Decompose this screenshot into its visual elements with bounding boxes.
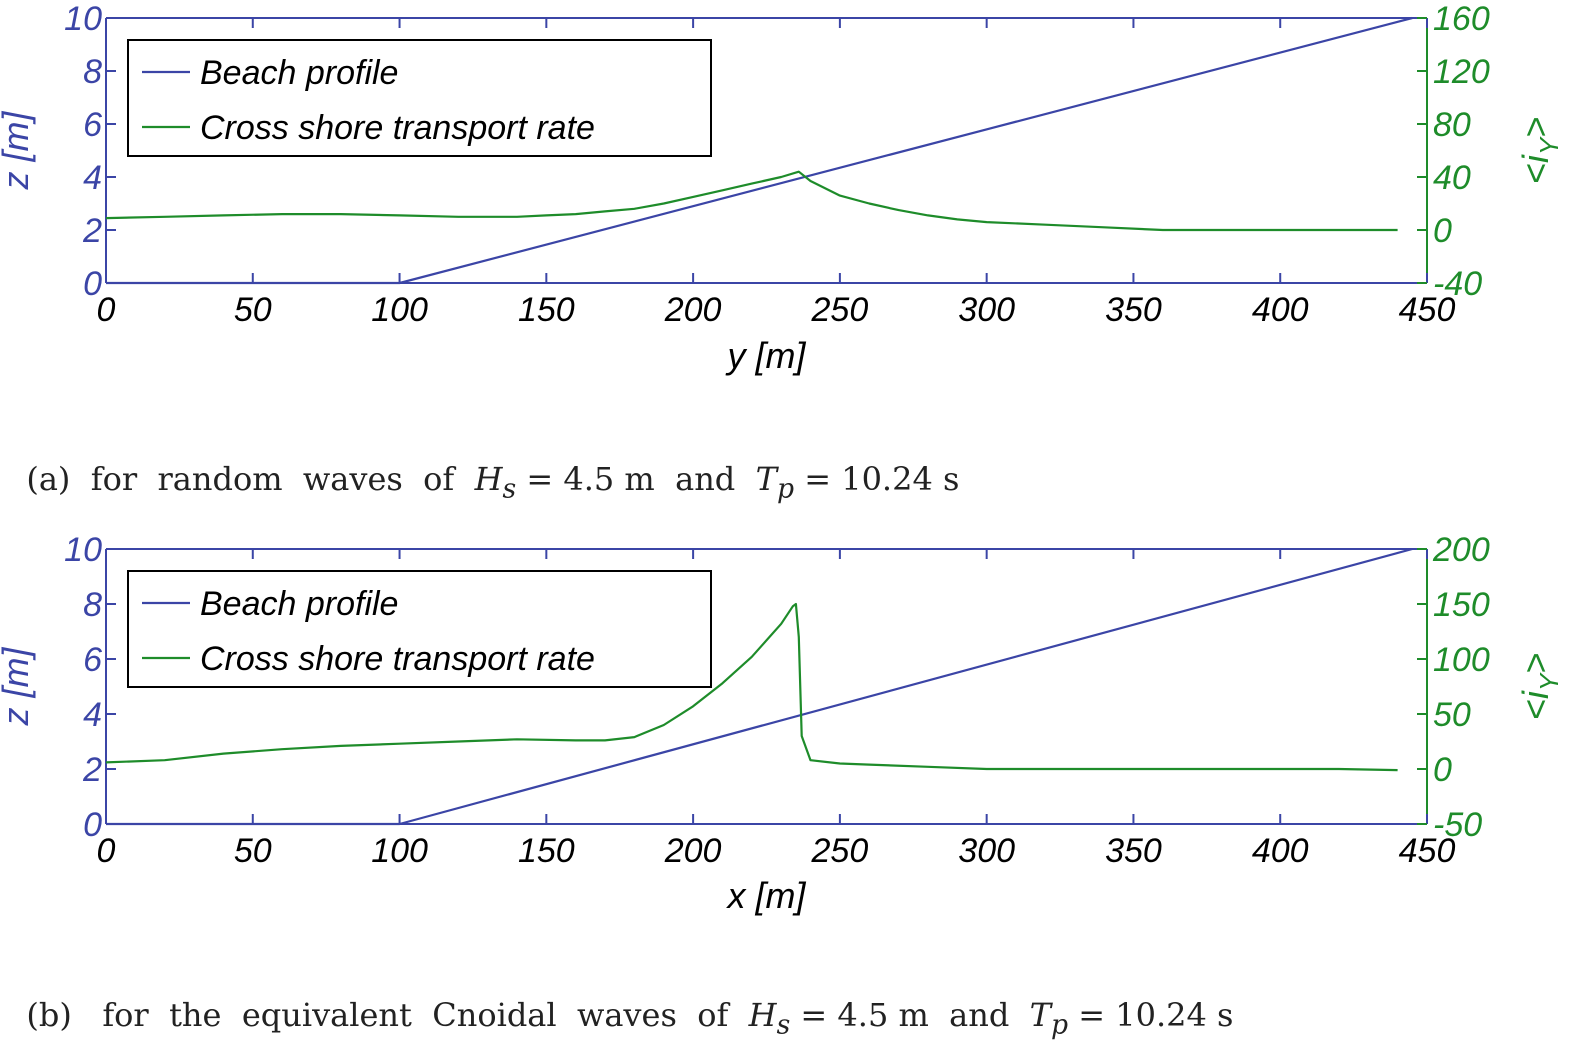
caption-b-tp: T xyxy=(1029,996,1052,1034)
y-right-tick-label: 0 xyxy=(1433,212,1452,250)
y-left-axis-label: z [m] xyxy=(0,647,36,727)
x-tick-label: 250 xyxy=(811,291,869,329)
caption-a: (a) for random waves of Hs = 4.5 m and T… xyxy=(6,422,959,504)
caption-b-hs-value: = 4.5 m xyxy=(790,996,929,1034)
y-left-tick-label: 0 xyxy=(83,806,102,844)
y-right-tick-label: 200 xyxy=(1432,531,1490,569)
caption-a-tp: T xyxy=(755,460,777,498)
x-tick-label: 350 xyxy=(1105,832,1162,870)
caption-b-prefix: (b) for the equivalent Cnoidal waves of xyxy=(26,996,749,1034)
x-tick-label: 300 xyxy=(958,832,1015,870)
x-tick-label: 100 xyxy=(371,291,428,329)
caption-a-hs-sub: s xyxy=(502,473,517,505)
y-right-tick-label: -50 xyxy=(1433,806,1482,844)
caption-a-hs-value: = 4.5 m xyxy=(516,460,655,498)
caption-b-hs: H xyxy=(748,996,777,1034)
x-tick-label: 50 xyxy=(234,832,272,870)
x-tick-label: 450 xyxy=(1399,832,1456,870)
y-right-tick-label: -40 xyxy=(1433,265,1482,303)
y-right-axis-label: <iY> xyxy=(1515,117,1564,184)
legend-label: Cross shore transport rate xyxy=(200,109,595,147)
x-tick-label: 400 xyxy=(1252,832,1309,870)
x-tick-label: 50 xyxy=(234,291,272,329)
caption-a-mid: and xyxy=(654,460,756,498)
y-right-axis-label: <iY> xyxy=(1515,653,1564,720)
y-left-tick-label: 0 xyxy=(83,265,102,303)
figure: 0 50 100 150 200 250 300 350 400 4500246810-40040… xyxy=(0,0,1564,916)
x-tick-label: 0 xyxy=(97,832,116,870)
y-left-tick-label: 2 xyxy=(82,751,102,789)
transport-rate-line xyxy=(105,170,1398,232)
chart-panel-a: 0 50 100 150 200 250 300 350 400 450 0 2 4 6 8 10 -40 0 40… xyxy=(0,0,1564,376)
x-axis-label: x [m] xyxy=(726,875,807,916)
legend-box xyxy=(127,39,712,157)
transport-rate-line xyxy=(105,602,1398,772)
caption-b-hs-sub: s xyxy=(776,1009,791,1040)
y-left-tick-label: 8 xyxy=(83,586,102,624)
x-tick-label: 350 xyxy=(1105,291,1162,329)
caption-a-prefix: (a) for random waves of xyxy=(26,460,475,498)
y-right-tick-label: 50 xyxy=(1433,696,1471,734)
y-left-tick-label: 10 xyxy=(64,0,102,38)
x-tick-label: 250 xyxy=(811,832,869,870)
x-tick-label: 100 xyxy=(371,832,428,870)
x-axis-label: y [m] xyxy=(725,335,807,376)
y-left-tick-label: 10 xyxy=(64,531,102,569)
legend-label: Beach profile xyxy=(200,585,398,623)
y-right-tick-label: 100 xyxy=(1433,641,1490,679)
caption-a-tp-sub: p xyxy=(776,473,795,505)
x-tick-label: 0 xyxy=(97,291,116,329)
x-tick-label: 150 xyxy=(518,832,575,870)
y-right-tick-label: 160 xyxy=(1433,0,1490,38)
y-right-tick-label: 150 xyxy=(1433,586,1490,624)
y-left-tick-label: 2 xyxy=(82,212,102,250)
caption-b-mid: and xyxy=(928,996,1030,1034)
caption-b: (b) for the equivalent Cnoidal waves of … xyxy=(6,958,1233,1040)
beach-profile-line xyxy=(106,547,1413,826)
y-left-axis-label: z [m] xyxy=(0,111,36,191)
y-right-tick-label: 120 xyxy=(1433,53,1490,91)
y-left-tick-label: 4 xyxy=(83,696,102,734)
legend-label: Beach profile xyxy=(200,54,398,92)
y-right-tick-label: 40 xyxy=(1433,159,1471,197)
caption-b-tp-value: = 10.24 s xyxy=(1068,996,1234,1034)
legend-box xyxy=(127,570,712,688)
y-right-tick-label: 80 xyxy=(1433,106,1471,144)
x-tick-label: 150 xyxy=(518,291,575,329)
y-right-tick-label: 0 xyxy=(1433,751,1452,789)
y-left-tick-label: 6 xyxy=(83,641,102,679)
x-tick-label: 400 xyxy=(1252,291,1309,329)
legend-label: Cross shore transport rate xyxy=(200,640,595,678)
x-tick-label: 450 xyxy=(1399,291,1456,329)
caption-a-tp-value: = 10.24 s xyxy=(794,460,960,498)
chart-panel-b: 0 50 100 150 200 250 300 350 400 450 0 2 4 6 8 10 -50 0 50… xyxy=(0,531,1564,916)
caption-a-hs: H xyxy=(474,460,503,498)
x-tick-label: 200 xyxy=(664,291,722,329)
x-tick-label: 300 xyxy=(958,291,1015,329)
y-left-tick-label: 6 xyxy=(83,106,102,144)
y-left-tick-label: 4 xyxy=(83,159,102,197)
x-tick-label: 200 xyxy=(664,832,722,870)
caption-b-tp-sub: p xyxy=(1051,1009,1069,1040)
y-left-tick-label: 8 xyxy=(83,53,102,91)
beach-profile-line xyxy=(106,16,1413,285)
